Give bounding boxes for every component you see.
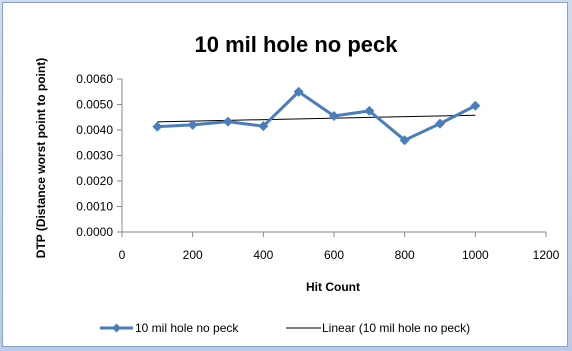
series-line: [157, 90, 477, 142]
y-axis-label: DTP (Distance worst point to point): [34, 58, 48, 258]
data-point[interactable]: [329, 110, 339, 121]
data-point[interactable]: [293, 86, 304, 97]
x-tick-label: 400: [253, 248, 273, 262]
trendline: [157, 114, 476, 123]
x-tick-label: 800: [395, 248, 415, 262]
x-tick-label: 0: [119, 248, 126, 262]
x-tick-label: 200: [183, 248, 203, 262]
legend-series-label: 10 mil hole no peck: [135, 321, 239, 335]
y-tick-label: 0.0040: [76, 123, 113, 137]
legend: 10 mil hole no peck Linear (10 mil hole …: [100, 321, 470, 335]
data-point[interactable]: [152, 121, 163, 132]
legend-trendline-label: Linear (10 mil hole no peck): [322, 321, 470, 335]
x-tick-label: 1200: [533, 248, 560, 262]
x-tick-label: 600: [324, 248, 344, 262]
data-point[interactable]: [187, 119, 198, 130]
data-point[interactable]: [435, 118, 445, 129]
x-tick-label: 1000: [462, 248, 489, 262]
y-tick-label: 0.0000: [76, 225, 113, 239]
chart-area[interactable]: [2, 2, 568, 347]
data-point[interactable]: [470, 100, 481, 111]
data-point[interactable]: [364, 105, 375, 116]
x-axis-label: Hit Count: [306, 280, 360, 294]
series-layer: [152, 86, 481, 146]
legend-series-marker: [112, 323, 121, 333]
y-tick-label: 0.0030: [76, 149, 113, 163]
data-point[interactable]: [399, 135, 410, 146]
y-tick-label: 0.0020: [76, 174, 113, 188]
y-tick-label: 0.0060: [76, 72, 113, 86]
y-tick-label: 0.0010: [76, 200, 113, 214]
data-point[interactable]: [223, 116, 233, 127]
chart-title: 10 mil hole no peck: [195, 32, 399, 57]
data-point[interactable]: [258, 121, 269, 132]
axes: 0.0000 0.0010 0.0020 0.0030 0.0040 0.0050 0.00…: [76, 72, 559, 262]
y-tick-label: 0.0050: [76, 98, 113, 112]
